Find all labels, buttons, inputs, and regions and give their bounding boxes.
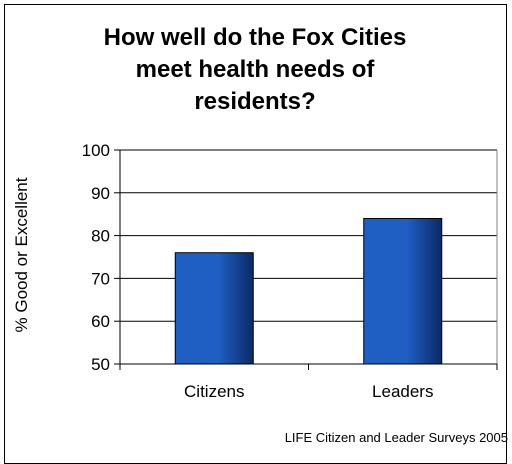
chart-title-line-2: meet health needs of [135, 56, 375, 83]
y-tick-label: 60 [91, 312, 110, 331]
y-tick-label: 50 [91, 355, 110, 374]
y-tick-label: 80 [91, 227, 110, 246]
chart-title: How well do the Fox Cities meet health n… [60, 22, 450, 118]
bar-citizens [174, 252, 254, 365]
chart-title-line-3: residents? [194, 88, 316, 115]
source-note: LIFE Citizen and Leader Surveys 2005 [284, 430, 508, 445]
x-tick-label: Leaders [372, 382, 433, 401]
y-tick-label: 70 [91, 269, 110, 288]
bar-leaders [363, 217, 443, 365]
y-tick-label: 90 [91, 184, 110, 203]
x-tick-label: Citizens [184, 382, 244, 401]
chart-title-line-1: How well do the Fox Cities [103, 24, 407, 51]
bar-chart: 50 60 70 80 90 100 Citizens Leaders [82, 141, 498, 401]
y-tick-label: 100 [82, 141, 110, 160]
